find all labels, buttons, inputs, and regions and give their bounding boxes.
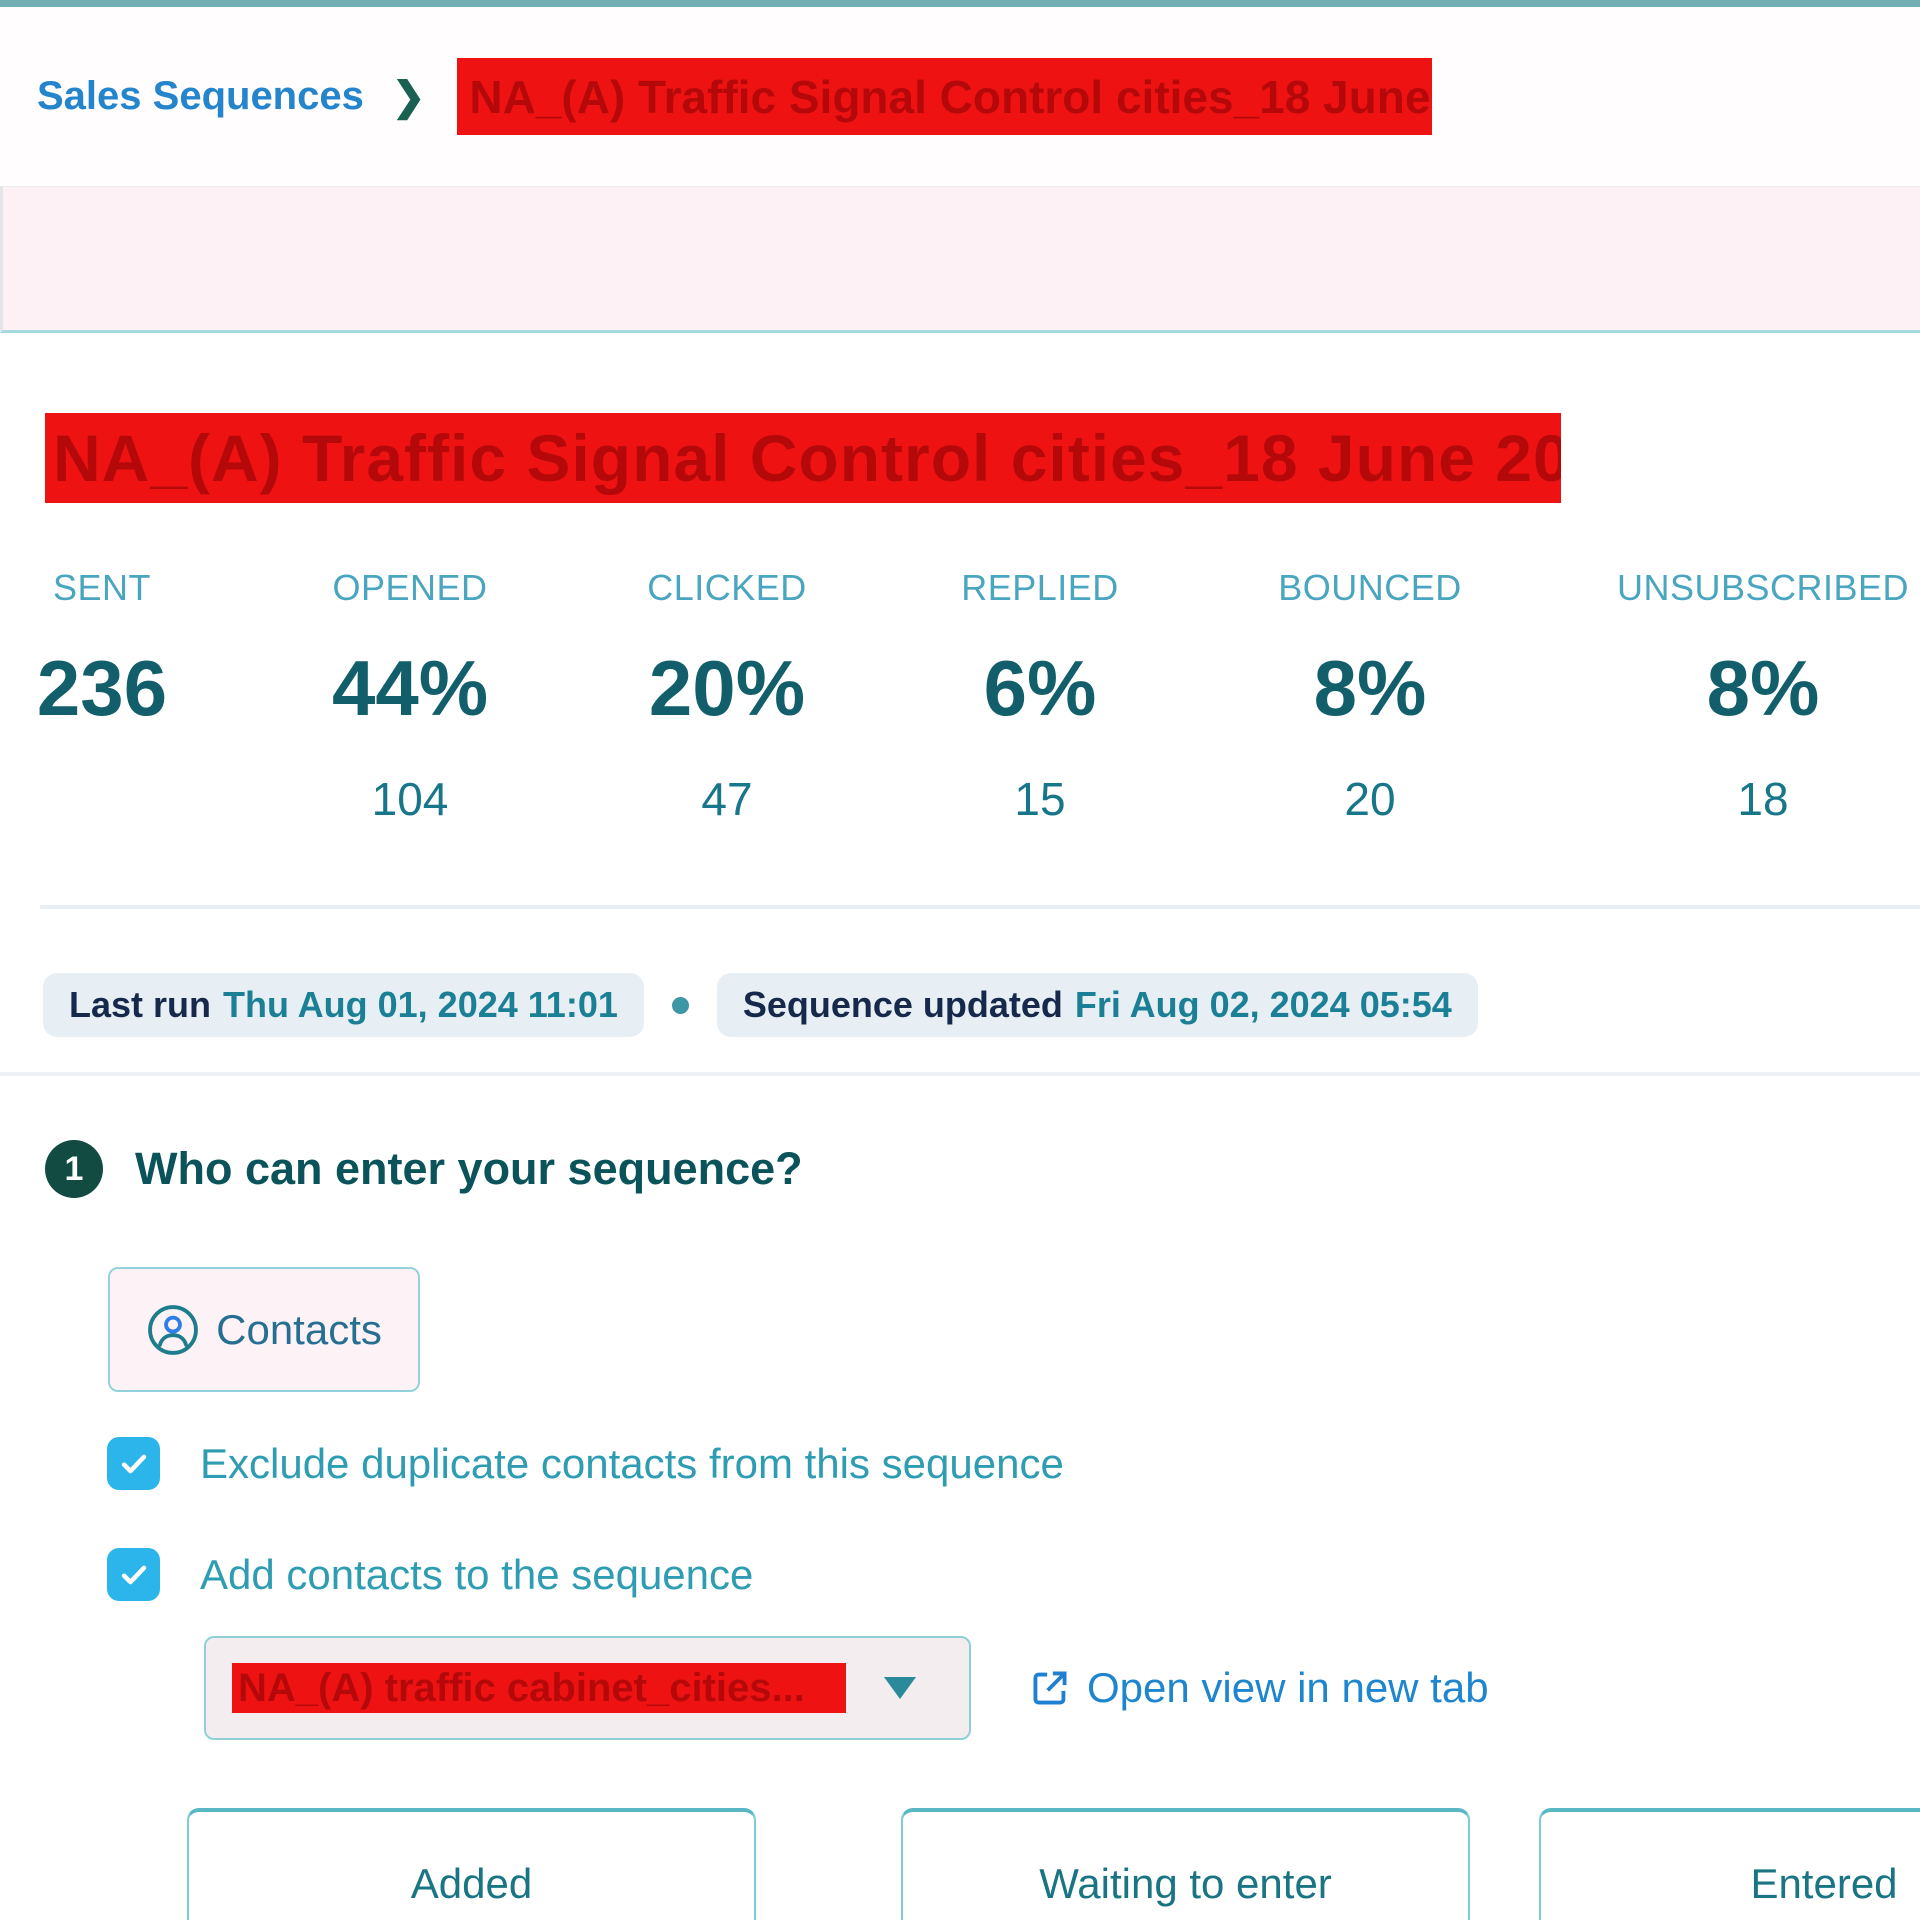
sequence-title-redacted: NA_(A) Traffic Signal Control cities_18 … [45, 413, 1561, 503]
stat-unsubscribed-value: 8% [1706, 644, 1820, 732]
sequence-updated-badge: Sequence updated Fri Aug 02, 2024 05:54 [716, 973, 1478, 1037]
contacts-button-label: Contacts [216, 1305, 382, 1353]
sequence-title-label: NA_(A) Traffic Signal Control cities_18 … [53, 421, 1561, 495]
last-run-label: Last run [69, 984, 212, 1025]
stat-clicked-count: 47 [701, 773, 753, 825]
stat-unsubscribed: UNSUBSCRIBED 8% 18 [1617, 567, 1909, 826]
stat-bounced: BOUNCED 8% 20 [1278, 567, 1462, 826]
stat-sent-value: 236 [36, 644, 168, 732]
tab-entered-label: Entered [1750, 1860, 1898, 1907]
external-link-icon [1033, 1671, 1067, 1705]
stat-opened-value: 44% [331, 644, 489, 732]
stat-unsubscribed-label: UNSUBSCRIBED [1616, 567, 1910, 608]
entry-section-header: 1 Who can enter your sequence? [45, 1140, 1920, 1198]
breadcrumb-current-redacted: NA_(A) Traffic Signal Control cities_18 … [457, 58, 1433, 135]
stat-replied-value: 6% [983, 644, 1097, 732]
sequence-updated-value: Fri Aug 02, 2024 05:54 [1074, 984, 1452, 1025]
tab-entered[interactable]: Entered [1539, 1808, 1920, 1920]
stat-bounced-label: BOUNCED [1278, 567, 1462, 608]
stat-opened-label: OPENED [332, 567, 488, 608]
last-run-badge: Last run Thu Aug 01, 2024 11:01 [43, 973, 644, 1037]
add-contacts-row: Add contacts to the sequence [107, 1548, 1920, 1601]
exclude-duplicates-row: Exclude duplicate contacts from this seq… [107, 1437, 1920, 1490]
stat-sent-label: SENT [52, 567, 152, 608]
add-contacts-label: Add contacts to the sequence [200, 1550, 754, 1598]
stat-clicked: CLICKED 20% 47 [647, 567, 807, 826]
stat-opened: OPENED 44% 104 [332, 567, 488, 826]
add-contacts-checkbox[interactable] [107, 1548, 160, 1601]
stat-sent: SENT 236 [37, 567, 167, 734]
tab-waiting-to-enter[interactable]: Waiting to enter [901, 1808, 1470, 1920]
stat-replied: REPLIED 6% 15 [961, 567, 1119, 826]
divider [0, 1072, 1920, 1076]
stat-bounced-count: 20 [1344, 773, 1396, 825]
contact-person-icon [148, 1304, 198, 1355]
stat-unsubscribed-count: 18 [1737, 773, 1789, 825]
sequence-stats: SENT 236 OPENED 44% 104 CLICKED 20% 47 R… [0, 567, 1920, 825]
breadcrumb-current-label: NA_(A) Traffic Signal Control cities_18 … [469, 70, 1432, 123]
stat-replied-count: 15 [1014, 773, 1066, 825]
step-number-badge: 1 [45, 1140, 103, 1198]
stat-opened-count: 104 [371, 773, 449, 825]
open-view-link-label: Open view in new tab [1087, 1664, 1489, 1711]
check-icon [121, 1454, 146, 1473]
check-icon [121, 1565, 146, 1584]
stat-clicked-value: 20% [648, 644, 806, 732]
tab-added[interactable]: Added [187, 1808, 756, 1920]
top-accent-bar [0, 0, 1920, 7]
contacts-button[interactable]: Contacts [108, 1267, 420, 1392]
stat-bounced-value: 8% [1313, 644, 1427, 732]
header-band [0, 186, 1920, 333]
view-select-dropdown[interactable]: NA_(A) traffic cabinet_cities... [204, 1636, 971, 1740]
stat-clicked-label: CLICKED [647, 567, 807, 608]
view-select-row: NA_(A) traffic cabinet_cities... Open vi… [204, 1636, 1920, 1740]
chevron-down-icon [884, 1677, 916, 1699]
open-view-link[interactable]: Open view in new tab [1027, 1664, 1489, 1712]
entry-status-tabs: Added Waiting to enter Entered [0, 1808, 1920, 1920]
breadcrumb: Sales Sequences ❯ NA_(A) Traffic Signal … [0, 7, 1920, 186]
last-run-value: Thu Aug 01, 2024 11:01 [223, 984, 618, 1025]
view-select-value-redacted: NA_(A) traffic cabinet_cities... [232, 1663, 846, 1713]
exclude-duplicates-label: Exclude duplicate contacts from this seq… [200, 1439, 1064, 1487]
breadcrumb-chevron-icon: ❯ [391, 74, 426, 119]
exclude-duplicates-checkbox[interactable] [107, 1437, 160, 1490]
entry-section-title: Who can enter your sequence? [135, 1143, 803, 1194]
view-select-value: NA_(A) traffic cabinet_cities... [238, 1665, 805, 1710]
tab-waiting-to-enter-label: Waiting to enter [1039, 1860, 1332, 1907]
tab-added-label: Added [410, 1860, 533, 1907]
breadcrumb-sales-sequences-link[interactable]: Sales Sequences [37, 74, 364, 118]
sequence-updated-label: Sequence updated [742, 984, 1063, 1025]
stat-replied-label: REPLIED [961, 567, 1119, 608]
sequence-meta: Last run Thu Aug 01, 2024 11:01 Sequence… [43, 973, 1920, 1037]
dot-separator-icon [671, 996, 689, 1014]
divider [40, 905, 1920, 909]
